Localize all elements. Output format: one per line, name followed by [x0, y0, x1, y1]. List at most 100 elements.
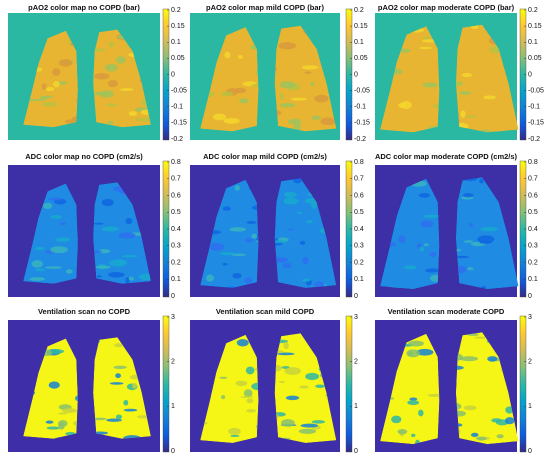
lung-texture — [243, 389, 253, 398]
lung-texture — [209, 242, 225, 251]
lung-texture — [244, 277, 253, 284]
lung-texture — [55, 237, 71, 242]
lung-texture — [274, 240, 287, 244]
lung-texture — [304, 71, 312, 74]
colorbar-tick-label: 0.8 — [528, 159, 538, 166]
lung-texture — [136, 415, 150, 419]
colorbar-tick-label: 0.4 — [528, 226, 538, 233]
lung-texture — [113, 365, 127, 369]
lung-texture — [246, 409, 256, 413]
lung-texture — [245, 366, 255, 375]
lung-texture — [230, 434, 240, 437]
lung — [23, 183, 78, 284]
lung-texture — [48, 381, 60, 389]
colorbar-tick-label: 0 — [354, 293, 358, 300]
colorbar-tick-label: -0.1 — [171, 104, 183, 111]
lung-texture — [121, 255, 138, 258]
panel: pAO2 color map mild COPD (bar) 0.2 0.15 0.1… — [190, 3, 370, 143]
colorbar-tick-label: 1 — [528, 403, 532, 410]
lung-texture — [236, 339, 249, 347]
colorbar-tick-label: 0 — [171, 448, 175, 455]
lung-texture — [306, 220, 314, 224]
lung-texture — [93, 48, 106, 52]
lung-texture — [300, 423, 319, 428]
colorbar-tick-label: 3 — [528, 314, 532, 321]
lung-base — [455, 177, 519, 290]
colorbar-tick-label: 0.5 — [171, 209, 181, 216]
lung-texture — [283, 341, 289, 350]
lung-texture — [455, 265, 467, 274]
lung-texture — [221, 395, 226, 400]
lung-texture — [101, 226, 119, 232]
lung-texture — [293, 122, 301, 131]
lung-texture — [281, 419, 295, 427]
lung-texture — [299, 240, 306, 245]
lung-texture — [219, 376, 228, 379]
lung-texture — [107, 272, 125, 278]
lung-texture — [41, 102, 58, 107]
colorbar-tick-label: 0 — [528, 448, 532, 455]
lung-texture — [284, 367, 301, 376]
lung-texture — [41, 83, 47, 90]
lung-texture — [232, 273, 242, 279]
lung-base — [93, 182, 151, 284]
lung-texture — [93, 91, 109, 96]
lung-texture — [107, 79, 119, 88]
lung-texture — [302, 278, 311, 282]
lung-base — [200, 334, 259, 443]
lung-texture — [314, 281, 325, 288]
colorbar — [519, 315, 527, 453]
colorbar-tick-label: -0.05 — [354, 87, 370, 94]
lung — [274, 25, 337, 132]
lung-texture — [455, 365, 464, 370]
panel-title: pAO2 color map no COPD (bar) — [28, 3, 140, 12]
colorbar-tick-label: 0.5 — [354, 209, 364, 216]
lung-texture — [468, 222, 473, 228]
colorbar-tick-label: 0.2 — [171, 7, 181, 14]
colorbar-tick-label: 0.8 — [171, 159, 181, 166]
lung-texture — [398, 235, 406, 243]
colorbar-tick-label: 0 — [528, 71, 532, 78]
lung-texture — [123, 399, 129, 406]
lung-texture — [279, 92, 284, 101]
colorbar-tick-label: 0.3 — [171, 243, 181, 250]
lung-texture — [471, 432, 479, 437]
colorbar-tick-label: 3 — [171, 314, 175, 321]
colorbar-tick-label: 0.1 — [528, 39, 538, 46]
lung-texture — [455, 248, 462, 252]
lung-base — [93, 337, 151, 439]
colorbar-tick-label: -0.05 — [528, 87, 544, 94]
lung-texture — [424, 36, 431, 40]
lung-texture — [305, 372, 320, 381]
lung-texture — [106, 418, 122, 422]
lung-texture — [235, 380, 248, 387]
lung-texture — [221, 91, 233, 97]
lung-base — [200, 27, 259, 132]
colorbar-tick-label: -0.2 — [528, 136, 540, 143]
lung-texture — [278, 380, 285, 383]
colorbar-tick-label: 0.6 — [354, 192, 364, 199]
lung-texture — [125, 277, 130, 284]
lung-texture — [101, 198, 114, 207]
lung-texture — [403, 265, 417, 270]
lung-texture — [285, 395, 300, 401]
lung-texture — [315, 384, 325, 389]
colorbar-tick-label: -0.1 — [528, 104, 540, 111]
lung-texture — [422, 82, 438, 88]
lung-texture — [57, 412, 68, 415]
lung-texture — [206, 274, 214, 282]
lung-texture — [105, 63, 118, 72]
lung-texture — [123, 408, 138, 412]
lung-texture — [42, 202, 53, 209]
lung-texture — [429, 252, 437, 257]
panel: pAO2 color map no COPD (bar) 0.2 0.15 0.1 0.… — [8, 3, 187, 143]
lung-texture — [483, 95, 496, 100]
lung-texture — [455, 255, 470, 259]
lung-texture — [48, 197, 63, 201]
colorbar-tick-label: 0.3 — [528, 243, 538, 250]
lung-texture — [118, 232, 136, 239]
lung-texture — [274, 256, 281, 264]
lung-texture — [65, 269, 73, 274]
lung-base — [200, 179, 259, 288]
lung-texture — [212, 113, 227, 121]
